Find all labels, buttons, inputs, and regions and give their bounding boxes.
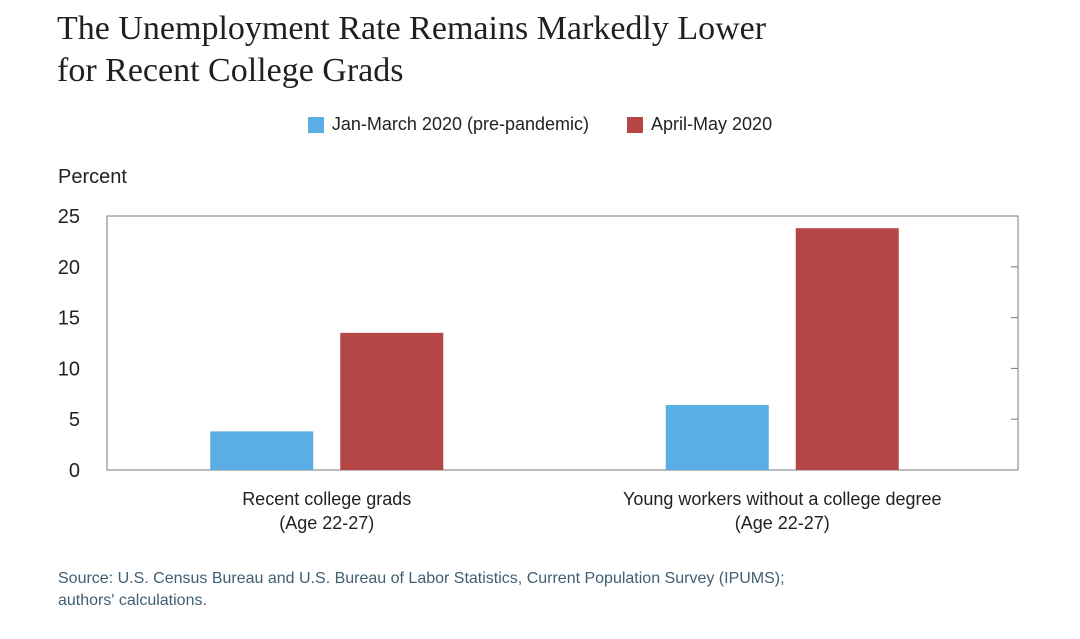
chart-title: The Unemployment Rate Remains Markedly L… bbox=[57, 8, 766, 92]
legend-swatch-series-1 bbox=[307, 116, 324, 133]
bar bbox=[665, 404, 769, 470]
legend-swatch-series-2 bbox=[627, 116, 644, 133]
x-tick-label: Recent college grads bbox=[242, 489, 411, 509]
legend-item-series-1: Jan-March 2020 (pre-pandemic) bbox=[307, 114, 590, 135]
bar bbox=[210, 431, 314, 470]
y-tick-label: 20 bbox=[58, 257, 80, 279]
x-tick-label: (Age 22-27) bbox=[735, 513, 830, 533]
legend-label-series-2: April-May 2020 bbox=[651, 114, 773, 134]
y-tick-label: 25 bbox=[58, 206, 80, 228]
source-line-2: authors' calculations. bbox=[58, 592, 207, 609]
source-line-1: Source: U.S. Census Bureau and U.S. Bure… bbox=[58, 570, 785, 587]
bar bbox=[340, 332, 444, 470]
y-axis-title: Percent bbox=[58, 166, 127, 188]
legend-label-series-1: Jan-March 2020 (pre-pandemic) bbox=[331, 114, 590, 134]
y-tick-label: 15 bbox=[58, 308, 80, 330]
source-note: Source: U.S. Census Bureau and U.S. Bure… bbox=[58, 568, 1038, 612]
x-tick-label: (Age 22-27) bbox=[279, 513, 374, 533]
plot-frame bbox=[106, 215, 1019, 471]
bar bbox=[795, 228, 899, 470]
y-tick-label: 10 bbox=[58, 358, 80, 380]
chart-title-line-2: for Recent College Grads bbox=[57, 52, 404, 89]
legend: Jan-March 2020 (pre-pandemic) April-May … bbox=[0, 114, 1080, 135]
legend-item-series-2: April-May 2020 bbox=[627, 114, 772, 135]
y-tick-label: 5 bbox=[69, 409, 80, 431]
x-tick-label: Young workers without a college degree bbox=[623, 489, 942, 509]
y-tick-label: 0 bbox=[69, 460, 80, 482]
chart-title-line-1: The Unemployment Rate Remains Markedly L… bbox=[57, 10, 767, 47]
